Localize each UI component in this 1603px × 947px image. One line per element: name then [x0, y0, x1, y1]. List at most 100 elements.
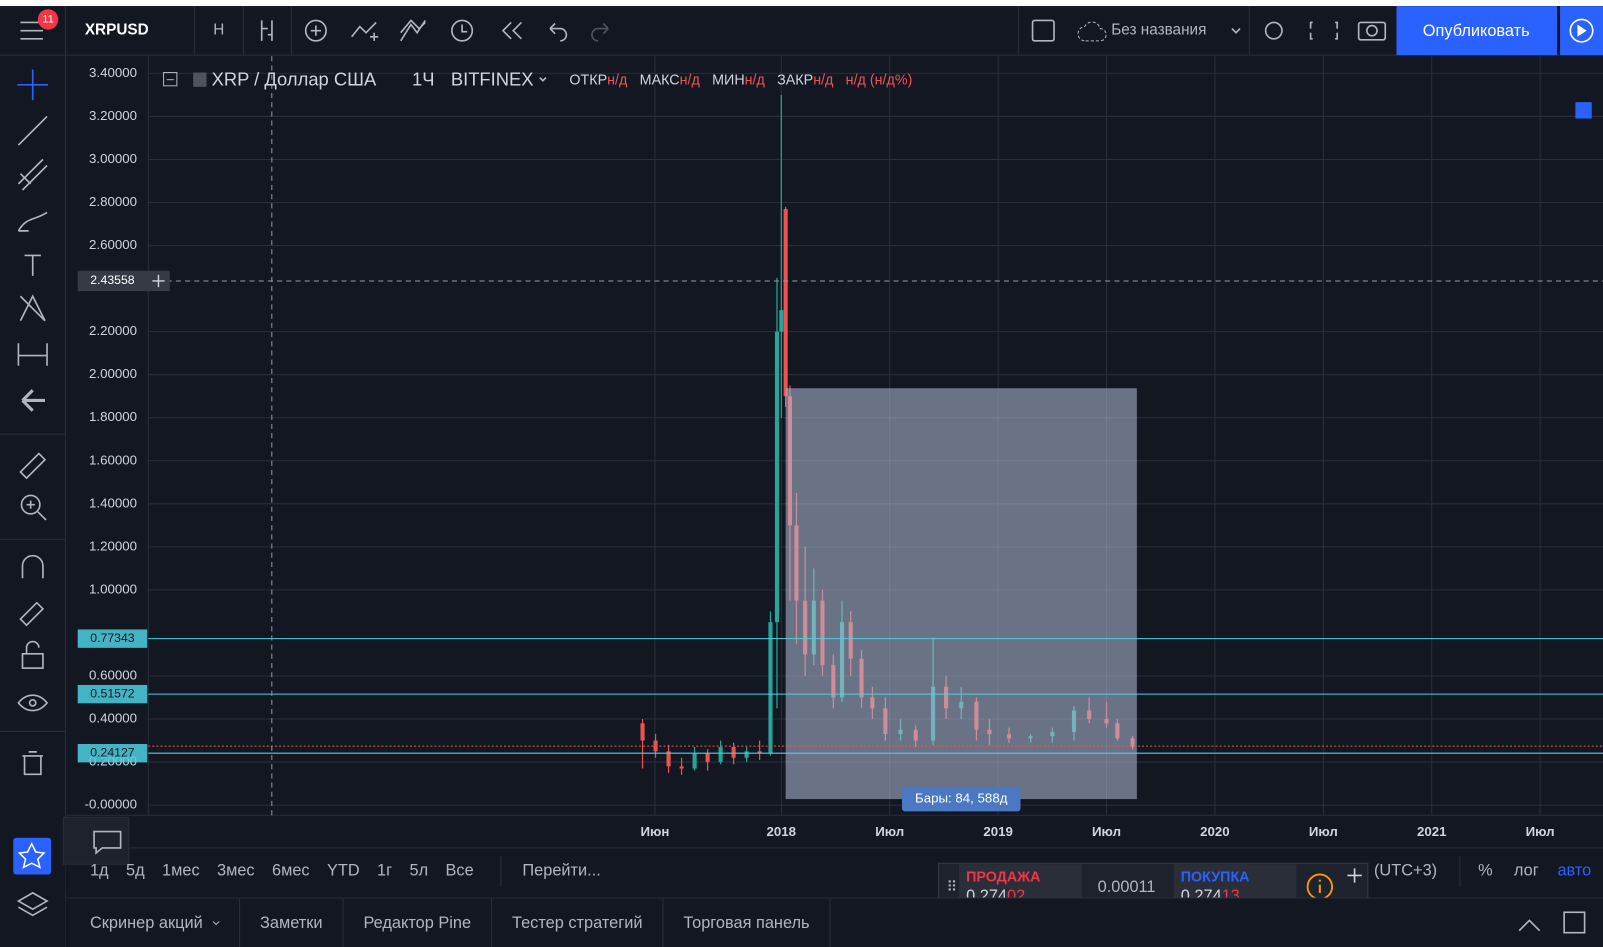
range-button[interactable]: 6мес: [272, 862, 310, 880]
interval[interactable]: Н: [213, 22, 224, 39]
tab[interactable]: Заметки: [260, 914, 323, 932]
collapse[interactable]: [163, 72, 178, 87]
y-tick-label: 0.40000: [89, 711, 137, 726]
price-label: 0.51572: [90, 686, 134, 700]
badge: [37, 9, 59, 30]
x-tick-label: Июл: [1526, 824, 1555, 839]
layout-icon[interactable]: [1031, 19, 1055, 42]
x-tick-label: 2020: [1200, 824, 1230, 839]
y-tick-label: 3.20000: [89, 108, 137, 123]
x-tick-label: 2018: [767, 824, 797, 839]
crosshair-label: 2.43558: [90, 273, 134, 287]
layout-name[interactable]: Без названия: [1111, 22, 1206, 39]
expand[interactable]: [1518, 919, 1541, 932]
legend-field-value: н/д: [607, 72, 628, 88]
legend-exchange: BITFINEX: [451, 69, 534, 90]
toolbar-icons[interactable]: [260, 6, 609, 56]
y-tick-label: 1.40000: [89, 495, 137, 510]
ranges: 1д 5д 1мес 3мес 6мес YTD 1г 5л Все: [90, 862, 474, 880]
range-button[interactable]: 5л: [410, 862, 429, 880]
x-tick-label: Июл: [1309, 824, 1338, 839]
legend-field-value: н/д: [680, 72, 701, 88]
range-box: [785, 388, 1137, 800]
top-strip: [0, 0, 1603, 7]
fullscreen[interactable]: [1309, 21, 1339, 40]
tab[interactable]: Торговая панель: [683, 914, 809, 932]
y-tick-label: 3.40000: [89, 65, 137, 80]
legend-field-name: МИН: [712, 72, 745, 88]
legend-field-name: МАКС: [640, 72, 680, 88]
tabs: Скринер акций Заметки Редактор Pine Тестер …: [90, 898, 831, 947]
publish-button[interactable]: [1396, 6, 1557, 56]
legend-field-name: ОТКР: [569, 72, 607, 88]
range-button[interactable]: 1мес: [162, 862, 200, 880]
spread: 0.00011: [1098, 878, 1156, 896]
log-toggle[interactable]: лог: [1514, 862, 1539, 880]
timezone[interactable]: (UTC+3): [1374, 862, 1437, 880]
symbol[interactable]: XRPUSD: [85, 22, 149, 39]
tab[interactable]: Скринер акций: [90, 914, 203, 932]
y-tick-label: 2.00000: [89, 366, 137, 381]
buy-label: ПОКУПКА: [1181, 869, 1250, 885]
y-tick-label: 1.80000: [89, 409, 137, 424]
price-label-bg: [77, 743, 148, 763]
candle-body: [768, 622, 773, 754]
x-tick-label: 2019: [983, 824, 1013, 839]
range-button[interactable]: Все: [446, 862, 474, 880]
badge-count: 11: [42, 13, 54, 25]
y-tick-label: 1.20000: [89, 538, 137, 553]
candle-body: [731, 746, 736, 758]
tab-bar: [65, 897, 1603, 947]
percent-toggle[interactable]: %: [1478, 862, 1493, 880]
sell-label: ПРОДАЖА: [966, 869, 1040, 885]
y-tick-label: 2.60000: [89, 237, 137, 252]
range-button[interactable]: 5д: [126, 862, 145, 880]
tab[interactable]: Редактор Pine: [363, 914, 471, 932]
candle-body: [640, 723, 645, 741]
range-button[interactable]: 1г: [377, 862, 392, 880]
y-tick-label: 2.20000: [89, 323, 137, 338]
y-tick-label: 1.60000: [89, 452, 137, 467]
object-tree[interactable]: [1575, 102, 1592, 119]
price-label: 0.24127: [90, 745, 134, 759]
cloud-icon: [1077, 21, 1107, 42]
settings[interactable]: [1264, 21, 1283, 40]
candle-body: [783, 208, 788, 397]
candle-body: [757, 751, 762, 754]
tab-caret: [212, 921, 220, 926]
topbar: [0, 6, 1603, 56]
candle-body: [718, 746, 723, 763]
candle-body: [705, 753, 710, 763]
candle-body: [774, 331, 780, 623]
legend-fields: ОТКР н/д МАКС н/д МИН н/д ЗАКР н/д н/д (н/д%): [569, 72, 912, 88]
x-tick-label: Июн: [640, 824, 669, 839]
chat-box[interactable]: [62, 816, 130, 865]
price-label-bg: [77, 629, 148, 648]
range-button[interactable]: 1д: [90, 862, 109, 880]
left-toolbar[interactable]: [0, 69, 66, 917]
goto[interactable]: Перейти...: [522, 862, 600, 880]
auto-toggle[interactable]: авто: [1557, 862, 1591, 880]
x-tick-label: 2021: [1417, 824, 1447, 839]
candle-body: [692, 753, 697, 769]
y-tick-label: -0.00000: [85, 797, 137, 812]
range-button[interactable]: YTD: [327, 862, 360, 880]
tab[interactable]: Тестер стратегий: [512, 914, 643, 932]
range-button[interactable]: 3мес: [217, 862, 255, 880]
screenshot[interactable]: [1357, 21, 1387, 41]
chart: 3.40000 3.20000 3.00000 2.80000 2.60000 2.200…: [66, 56, 1603, 839]
range-label-bg: [901, 786, 1021, 812]
flag: [193, 72, 207, 87]
crosshair-plus: [152, 274, 165, 288]
legend-field-value: н/д: [745, 72, 766, 88]
legend-change: н/д (н/д%): [846, 72, 913, 88]
legend-field-value: н/д: [813, 72, 834, 88]
legend-field-name: ЗАКР: [777, 72, 813, 88]
candle-body: [666, 751, 671, 767]
y-tick-label: 3.00000: [89, 151, 137, 166]
maximize[interactable]: [1563, 911, 1586, 934]
x-tick-label: Июл: [1092, 824, 1121, 839]
x-tick-label: Июл: [875, 824, 904, 839]
